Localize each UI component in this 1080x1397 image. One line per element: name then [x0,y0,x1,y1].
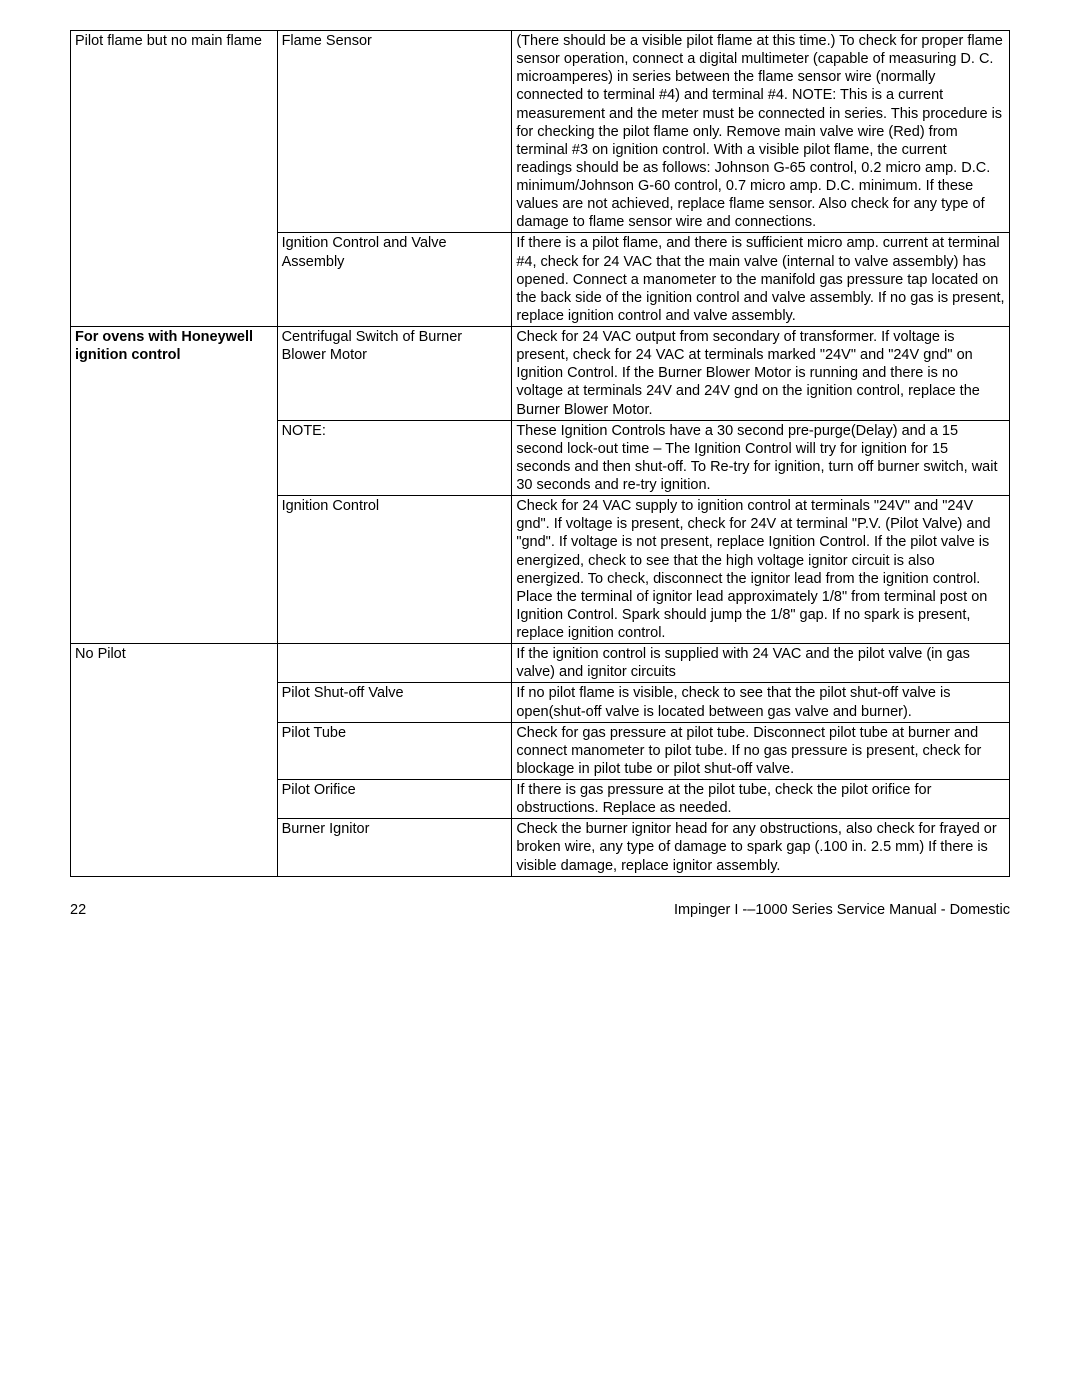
procedure-cell: (There should be a visible pilot flame a… [512,31,1010,233]
symptom-cell: Pilot flame but no main flame [71,31,278,327]
table-row: Pilot flame but no main flame Flame Sens… [71,31,1010,233]
procedure-cell: If no pilot flame is visible, check to s… [512,683,1010,722]
page-number: 22 [70,901,86,919]
symptom-cell: For ovens with Honeywell ignition contro… [71,327,278,644]
component-cell: Centrifugal Switch of Burner Blower Moto… [277,327,512,421]
table-row: For ovens with Honeywell ignition contro… [71,327,1010,421]
procedure-cell: Check for gas pressure at pilot tube. Di… [512,722,1010,779]
procedure-cell: If there is a pilot flame, and there is … [512,233,1010,327]
procedure-cell: If the ignition control is supplied with… [512,644,1010,683]
procedure-cell: Check the burner ignitor head for any ob… [512,819,1010,876]
component-cell: Ignition Control and Valve Assembly [277,233,512,327]
table-row: No Pilot If the ignition control is supp… [71,644,1010,683]
manual-title: Impinger I -–1000 Series Service Manual … [674,901,1010,919]
symptom-cell: No Pilot [71,644,278,877]
procedure-cell: Check for 24 VAC output from secondary o… [512,327,1010,421]
procedure-cell: Check for 24 VAC supply to ignition cont… [512,496,1010,644]
component-cell: Ignition Control [277,496,512,644]
component-cell: Pilot Tube [277,722,512,779]
component-cell: NOTE: [277,420,512,496]
troubleshooting-table: Pilot flame but no main flame Flame Sens… [70,30,1010,877]
page-footer: 22 Impinger I -–1000 Series Service Manu… [70,901,1010,919]
procedure-cell: These Ignition Controls have a 30 second… [512,420,1010,496]
component-cell: Pilot Shut-off Valve [277,683,512,722]
component-cell: Burner Ignitor [277,819,512,876]
component-cell [277,644,512,683]
procedure-cell: If there is gas pressure at the pilot tu… [512,780,1010,819]
component-cell: Flame Sensor [277,31,512,233]
component-cell: Pilot Orifice [277,780,512,819]
